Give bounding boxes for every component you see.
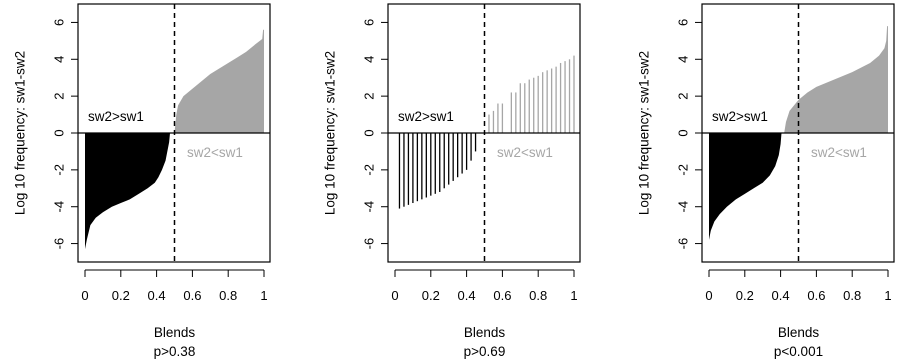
x-tick-label: 0.8 — [219, 288, 237, 303]
x-axis-title: Blends — [464, 325, 506, 340]
x-tick-label: 0.8 — [843, 288, 861, 303]
chart-panel-right: -6 -4 -2 0 2 4 6 0 0.2 0.4 0.6 0.8 1 sw2>sw1 sw2<sw1 Lo… — [637, 3, 895, 359]
x-axis-title: Blends — [778, 325, 820, 340]
p-value-label: p>0.69 — [464, 344, 506, 359]
positive-area — [174, 29, 264, 133]
label-sw2-greater: sw2>sw1 — [398, 109, 454, 124]
label-sw2-greater: sw2>sw1 — [712, 109, 768, 124]
y-tick-label: -4 — [52, 201, 67, 213]
y-tick-label: -6 — [676, 238, 691, 250]
y-tick-label: -6 — [362, 238, 377, 250]
x-tick-label: 0.8 — [529, 288, 547, 303]
y-tick-label: -4 — [362, 201, 377, 213]
y-tick-label: 4 — [52, 56, 67, 63]
y-tick-label: 2 — [52, 93, 67, 100]
x-tick-label: 1 — [570, 288, 577, 303]
x-tick-label: 0.6 — [493, 288, 511, 303]
x-tick-label: 1 — [260, 288, 267, 303]
x-tick-label: 0 — [81, 288, 88, 303]
x-tick-label: 0.4 — [772, 288, 790, 303]
label-sw2-less: sw2<sw1 — [497, 145, 553, 160]
x-tick-label: 0.6 — [183, 288, 201, 303]
y-tick-label: 0 — [676, 129, 691, 136]
y-tick-label: -2 — [676, 164, 691, 176]
x-tick-label: 1 — [884, 288, 891, 303]
x-tick-label: 0.4 — [148, 288, 166, 303]
positive-area — [784, 26, 888, 133]
x-axis-title: Blends — [154, 325, 196, 340]
x-tick-label: 0.2 — [422, 288, 440, 303]
negative-area — [85, 133, 171, 250]
x-tick-label: 0 — [391, 288, 398, 303]
x-tick-label: 0.2 — [112, 288, 130, 303]
negative-area — [709, 133, 782, 240]
x-tick-label: 0.4 — [458, 288, 476, 303]
y-tick-label: -6 — [52, 238, 67, 250]
y-tick-label: 6 — [676, 19, 691, 26]
y-tick-label: 2 — [676, 93, 691, 100]
label-sw2-less: sw2<sw1 — [811, 145, 867, 160]
y-tick-label: -2 — [52, 164, 67, 176]
p-value-label: p>0.38 — [154, 344, 196, 359]
y-tick-label: 4 — [362, 56, 377, 63]
chart-panel-left: -6 -4 -2 0 2 4 6 0 0.2 0.4 0.6 0.8 1 sw2>sw1 sw2<sw1 Lo… — [13, 3, 271, 359]
chart-panel-middle: -6 -4 -2 0 2 4 6 0 0.2 0.4 0.6 0.8 1 sw2>sw1 sw2<sw1 Lo… — [323, 3, 581, 359]
y-axis-title: Log 10 frequency: sw1-sw2 — [13, 51, 28, 215]
x-tick-label: 0.2 — [736, 288, 754, 303]
y-axis-title: Log 10 frequency: sw1-sw2 — [637, 51, 652, 215]
x-tick-label: 0.6 — [807, 288, 825, 303]
y-tick-label: 6 — [52, 19, 67, 26]
y-tick-label: -2 — [362, 164, 377, 176]
x-tick-label: 0 — [705, 288, 712, 303]
y-tick-label: 0 — [52, 129, 67, 136]
y-axis-title: Log 10 frequency: sw1-sw2 — [323, 51, 338, 215]
y-tick-label: 4 — [676, 56, 691, 63]
y-tick-label: -4 — [676, 201, 691, 213]
y-tick-label: 6 — [362, 19, 377, 26]
y-tick-label: 2 — [362, 93, 377, 100]
y-tick-label: 0 — [362, 129, 377, 136]
label-sw2-less: sw2<sw1 — [187, 145, 243, 160]
label-sw2-greater: sw2>sw1 — [88, 109, 144, 124]
p-value-label: p<0.001 — [774, 344, 823, 359]
